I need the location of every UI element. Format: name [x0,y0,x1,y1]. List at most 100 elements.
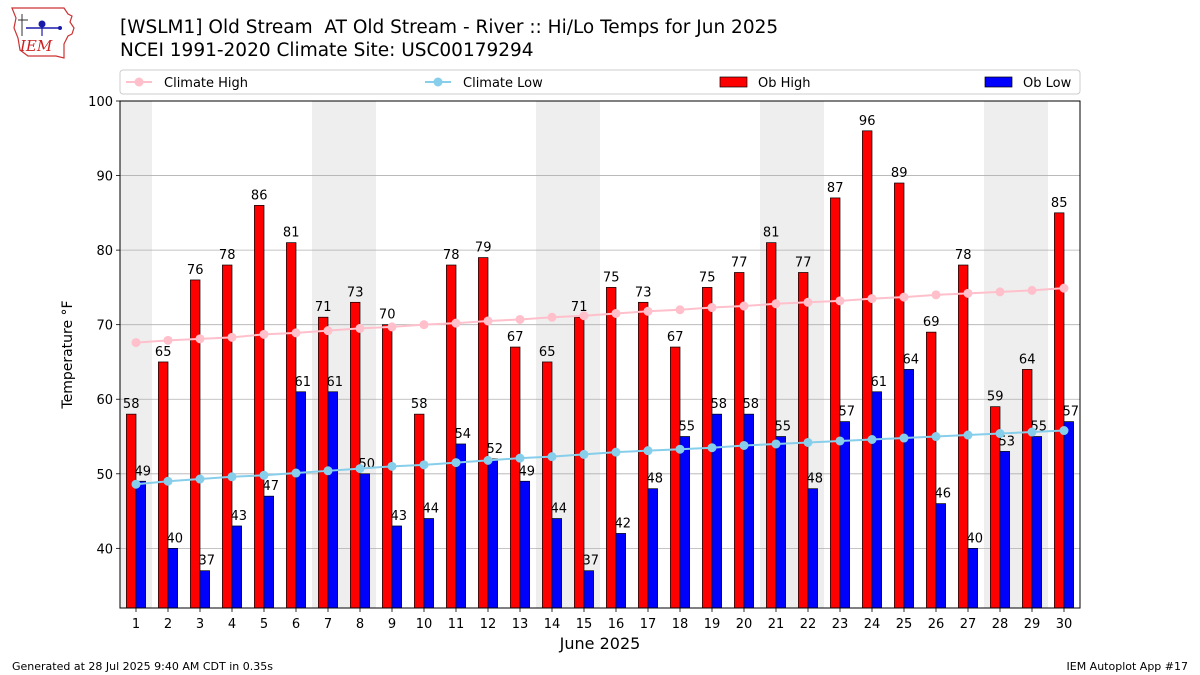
ob-low-label-day-22: 48 [807,472,824,487]
x-tick-label-29: 29 [1024,617,1041,632]
ob-low-label-day-10: 44 [423,502,440,517]
x-tick-label-23: 23 [832,617,849,632]
climate-high-point-day-2 [163,335,173,345]
x-tick-label-25: 25 [896,617,913,632]
chart-title-line1: [WSLM1] Old Stream AT Old Stream - River… [120,17,779,38]
ob-low-label-day-28: 53 [999,434,1016,449]
x-tick-label-24: 24 [864,617,881,632]
climate-high-point-day-19 [707,303,717,313]
climate-low-point-day-10 [419,460,429,470]
y-tick-label-80: 80 [96,244,113,259]
climate-high-point-day-29 [1027,285,1037,295]
ob-low-label-day-3: 37 [199,554,216,569]
ob-low-label-day-18: 55 [679,420,696,435]
climate-high-point-day-5 [259,329,269,339]
x-tick-label-7: 7 [324,617,332,632]
climate-high-point-day-15 [579,311,589,321]
legend-climate-high-marker [134,77,144,87]
climate-high-point-day-21 [771,299,781,309]
climate-low-point-day-27 [963,430,973,440]
climate-low-point-day-8 [355,464,365,474]
ob-high-label-day-9: 70 [379,308,396,323]
ob-low-label-day-21: 55 [775,420,792,435]
ob-low-label-day-19: 58 [711,397,728,412]
ob-low-bar-day-29 [1031,436,1042,609]
climate-high-point-day-1 [131,338,141,348]
climate-low-point-day-13 [515,453,525,463]
ob-low-bar-day-28 [999,451,1010,609]
ob-high-label-day-29: 64 [1019,352,1036,367]
climate-high-line [135,287,1065,344]
x-tick-label-28: 28 [992,617,1009,632]
climate-high-point-day-16 [611,308,621,318]
x-tick-label-13: 13 [512,617,529,632]
ob-low-bar-day-25 [903,369,914,609]
x-tick-label-21: 21 [768,617,785,632]
climate-low-point-day-19 [707,443,717,453]
climate-high-point-day-14 [547,312,557,322]
ob-high-bar-day-4 [222,264,233,609]
ob-high-label-day-24: 96 [859,114,876,129]
climate-high-point-day-27 [963,288,973,298]
ob-high-label-day-12: 79 [475,241,492,256]
climate-low-point-day-24 [867,434,877,444]
ob-low-label-day-16: 42 [615,516,632,531]
y-tick-label-50: 50 [96,468,113,483]
x-tick-label-9: 9 [388,617,396,632]
ob-low-label-day-26: 46 [935,487,952,502]
legend-ob-low-swatch [984,76,1013,88]
logo-text: IEM [19,37,53,55]
legend-ob-high-label: Ob High [758,76,811,91]
ob-low-bar-day-15 [583,570,594,609]
ob-high-label-day-21: 81 [763,226,780,241]
y-tick-label-100: 100 [88,95,113,110]
ob-high-bar-day-20 [734,272,745,609]
ob-low-bar-day-14 [551,518,562,609]
ob-low-label-day-12: 52 [487,442,504,457]
ob-low-bar-day-24 [871,391,882,609]
climate-high-point-day-9 [387,322,397,332]
x-tick-label-12: 12 [480,617,497,632]
climate-high-point-day-28 [995,287,1005,297]
ob-high-bar-day-26 [926,331,937,609]
ob-low-bar-day-2 [167,548,178,609]
climate-low-point-day-21 [771,439,781,449]
ob-low-bar-day-11 [455,443,466,609]
x-tick-label-8: 8 [356,617,364,632]
ob-low-bar-day-16 [615,533,626,609]
y-tick-label-60: 60 [96,393,113,408]
climate-low-point-day-4 [227,472,237,482]
ob-high-label-day-16: 75 [603,270,620,285]
climate-high-point-day-4 [227,332,237,342]
iem-logo: IEM [11,7,75,59]
ob-low-bar-day-9 [391,525,402,609]
ob-low-bar-day-18 [679,436,690,609]
climate-high-point-day-13 [515,314,525,324]
ob-low-bar-day-22 [807,488,818,609]
ob-low-bar-day-17 [647,488,658,609]
climate-high-point-day-12 [483,316,493,326]
y-axis-label: Temperature °F [60,300,76,409]
x-tick-label-10: 10 [416,617,433,632]
ob-low-label-day-25: 64 [903,352,920,367]
legend-box [119,69,1081,95]
ob-high-label-day-27: 78 [955,248,972,263]
ob-low-label-day-17: 48 [647,472,664,487]
ob-low-bar-day-23 [839,421,850,609]
ob-low-bar-day-27 [967,548,978,609]
ob-high-bar-day-25 [894,182,905,609]
ob-high-bar-day-1 [126,413,137,609]
ob-high-label-day-30: 85 [1051,196,1068,211]
climate-low-point-day-18 [675,444,685,454]
ob-high-label-day-22: 77 [795,255,812,270]
ob-high-label-day-10: 58 [411,397,428,412]
x-tick-label-11: 11 [448,617,465,632]
ob-low-label-day-1: 49 [135,464,152,479]
x-tick-label-15: 15 [576,617,593,632]
climate-high-point-day-10 [419,320,429,330]
climate-low-point-day-23 [835,436,845,446]
climate-low-point-day-29 [1027,427,1037,437]
climate-high-point-day-3 [195,334,205,344]
ob-low-label-day-30: 57 [1063,405,1080,420]
x-tick-label-3: 3 [196,617,204,632]
